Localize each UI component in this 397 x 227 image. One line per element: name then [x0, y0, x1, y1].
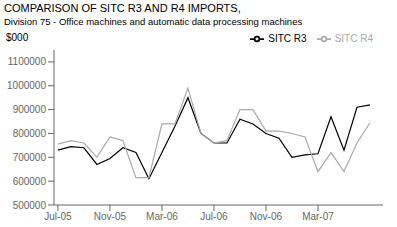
- svg-text:Nov-05: Nov-05: [94, 211, 127, 222]
- html-text:$000: $000: [6, 32, 29, 43]
- html-text:SITC R3: SITC R3: [268, 32, 307, 44]
- html-text:SITC R4: SITC R4: [334, 32, 373, 44]
- svg-text:900000: 900000: [13, 104, 47, 115]
- svg-text:800000: 800000: [13, 128, 47, 139]
- html-text:Division 75 - Office machines: Division 75 - Office machines and automa…: [4, 16, 303, 27]
- svg-text:Mar-07: Mar-07: [302, 211, 334, 222]
- svg-text:Nov-06: Nov-06: [250, 211, 283, 222]
- svg-text:600000: 600000: [13, 176, 47, 187]
- svg-text:500000: 500000: [13, 200, 47, 211]
- svg-text:Jul-06: Jul-06: [200, 211, 228, 222]
- svg-text:Mar-06: Mar-06: [146, 211, 178, 222]
- svg-text:700000: 700000: [13, 152, 47, 163]
- svg-text:1000000: 1000000: [8, 80, 46, 91]
- svg-text:Jul-05: Jul-05: [44, 211, 72, 222]
- svg-text:1100000: 1100000: [8, 56, 46, 67]
- html-text:COMPARISON OF SITC R3 AND R4 I: COMPARISON OF SITC R3 AND R4 IMPORTS,: [4, 2, 241, 14]
